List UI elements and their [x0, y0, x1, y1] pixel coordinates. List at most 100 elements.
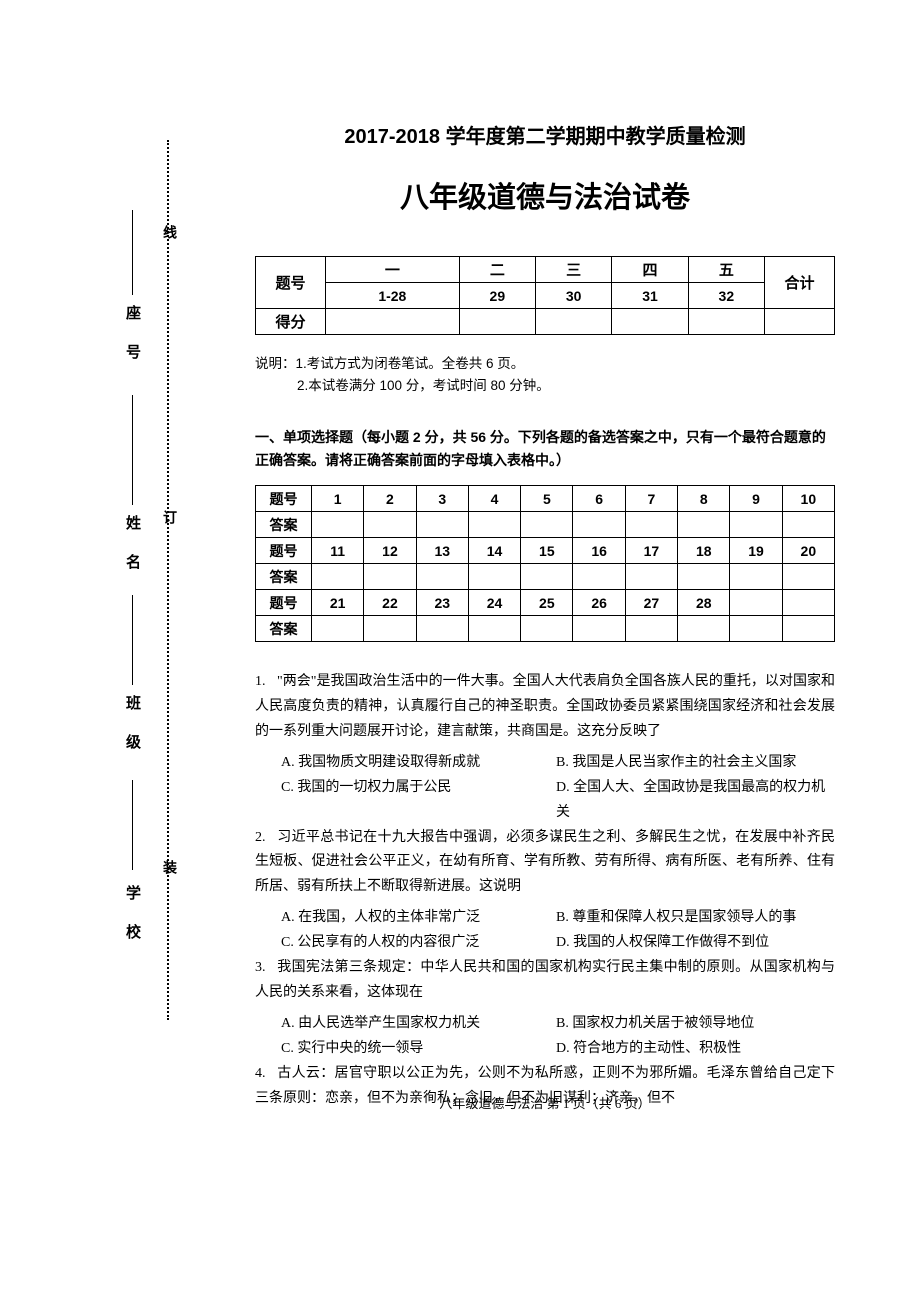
cell [364, 616, 416, 642]
cell: 14 [468, 538, 520, 564]
cell: 29 [459, 283, 535, 309]
table-row: 题号 21 22 23 24 25 26 27 28 [256, 590, 835, 616]
cell [521, 564, 573, 590]
cell [782, 616, 834, 642]
label-name: 姓 名 [122, 515, 143, 573]
cell: 五 [688, 257, 764, 283]
options: A. 我国物质文明建设取得新成就B. 我国是人民当家作主的社会主义国家C. 我国… [255, 751, 835, 826]
cell-label: 题号 [256, 590, 312, 616]
option-a: C. 公民享有的人权的内容很广泛 [281, 931, 556, 956]
cell: 24 [468, 590, 520, 616]
cell [468, 564, 520, 590]
option-row: C. 公民享有的人权的内容很广泛D. 我国的人权保障工作做得不到位 [281, 931, 835, 956]
score-table: 题号 一 二 三 四 五 合计 1-28 29 30 31 32 得分 [255, 256, 835, 335]
cell [730, 616, 782, 642]
table-row: 答案 [256, 564, 835, 590]
cell: 25 [521, 590, 573, 616]
options: A. 在我国，人权的主体非常广泛B. 尊重和保障人权只是国家领导人的事C. 公民… [255, 906, 835, 956]
cell: 二 [459, 257, 535, 283]
cell [730, 564, 782, 590]
cell [521, 616, 573, 642]
cell [416, 616, 468, 642]
option-a: A. 由人民选举产生国家权力机关 [281, 1012, 556, 1037]
questions-block: 1."两会"是我国政治生活中的一件大事。全国人大代表肩负全国各族人民的重托，以对… [255, 670, 835, 1111]
title: 八年级道德与法治试卷 [255, 174, 835, 216]
cell-label: 答案 [256, 616, 312, 642]
cell: 6 [573, 486, 625, 512]
option-a: C. 我国的一切权力属于公民 [281, 776, 556, 826]
cell: 2 [364, 486, 416, 512]
label-xian: 线 [158, 225, 178, 339]
option-a: A. 我国物质文明建设取得新成就 [281, 751, 556, 776]
instructions: 说明：1.考试方式为闭卷笔试。全卷共 6 页。 2.本试卷满分 100 分，考试… [255, 353, 835, 398]
cell: 8 [678, 486, 730, 512]
option-b: B. 国家权力机关居于被领导地位 [556, 1012, 835, 1037]
underline [132, 780, 133, 870]
cell [612, 309, 688, 335]
instructions-line2: 2.本试卷满分 100 分，考试时间 80 分钟。 [297, 378, 550, 393]
section1-header: 一、单项选择题（每小题 2 分，共 56 分。下列各题的备选答案之中，只有一个最… [255, 426, 835, 474]
cell-label: 得分 [256, 309, 326, 335]
cell: 13 [416, 538, 468, 564]
cell [468, 512, 520, 538]
underline [132, 210, 133, 295]
cell [782, 590, 834, 616]
cell: 31 [612, 283, 688, 309]
instructions-line1: 1.考试方式为闭卷笔试。全卷共 6 页。 [296, 356, 525, 371]
cell [459, 309, 535, 335]
cell: 4 [468, 486, 520, 512]
cell [468, 616, 520, 642]
question-number: 4. [255, 1062, 277, 1087]
cell [678, 616, 730, 642]
cell: 9 [730, 486, 782, 512]
label-ding: 订 [158, 510, 178, 624]
cell [364, 512, 416, 538]
cell: 18 [678, 538, 730, 564]
underline [132, 395, 133, 505]
cell [730, 512, 782, 538]
cell [765, 309, 835, 335]
option-row: C. 我国的一切权力属于公民D. 全国人大、全国政协是我国最高的权力机关 [281, 776, 835, 826]
cell [573, 564, 625, 590]
cell: 16 [573, 538, 625, 564]
table-row: 答案 [256, 616, 835, 642]
cell [312, 564, 364, 590]
cell [678, 564, 730, 590]
cell: 5 [521, 486, 573, 512]
cell [312, 616, 364, 642]
cell: 15 [521, 538, 573, 564]
cell: 22 [364, 590, 416, 616]
option-b: B. 我国是人民当家作主的社会主义国家 [556, 751, 835, 776]
cell-label: 题号 [256, 486, 312, 512]
cell: 四 [612, 257, 688, 283]
question-number: 3. [255, 956, 277, 981]
cell [364, 564, 416, 590]
cell: 28 [678, 590, 730, 616]
cell: 1-28 [326, 283, 460, 309]
option-row: C. 实行中央的统一领导D. 符合地方的主动性、积极性 [281, 1037, 835, 1062]
cell: 7 [625, 486, 677, 512]
option-b: D. 全国人大、全国政协是我国最高的权力机关 [556, 776, 835, 826]
cell: 一 [326, 257, 460, 283]
table-row: 题号 1 2 3 4 5 6 7 8 9 10 [256, 486, 835, 512]
cell [416, 512, 468, 538]
table-row: 题号 11 12 13 14 15 16 17 18 19 20 [256, 538, 835, 564]
question-number: 1. [255, 670, 277, 695]
cell: 19 [730, 538, 782, 564]
cell [782, 512, 834, 538]
cell-label: 题号 [256, 257, 326, 309]
label-zhuang: 装 [158, 860, 178, 994]
option-row: A. 我国物质文明建设取得新成就B. 我国是人民当家作主的社会主义国家 [281, 751, 835, 776]
page-footer: 八年级道德与法治 第 1 页（共 6 页） [255, 1093, 835, 1112]
table-row: 1-28 29 30 31 32 [256, 283, 835, 309]
binding-sidebar: 座 号 姓 名 班 级 学 校 线 订 装 [120, 140, 190, 1020]
cell [688, 309, 764, 335]
cell [416, 564, 468, 590]
cell: 17 [625, 538, 677, 564]
cell [782, 564, 834, 590]
cell: 3 [416, 486, 468, 512]
cell: 三 [535, 257, 611, 283]
option-row: A. 在我国，人权的主体非常广泛B. 尊重和保障人权只是国家领导人的事 [281, 906, 835, 931]
cell: 12 [364, 538, 416, 564]
cell [535, 309, 611, 335]
